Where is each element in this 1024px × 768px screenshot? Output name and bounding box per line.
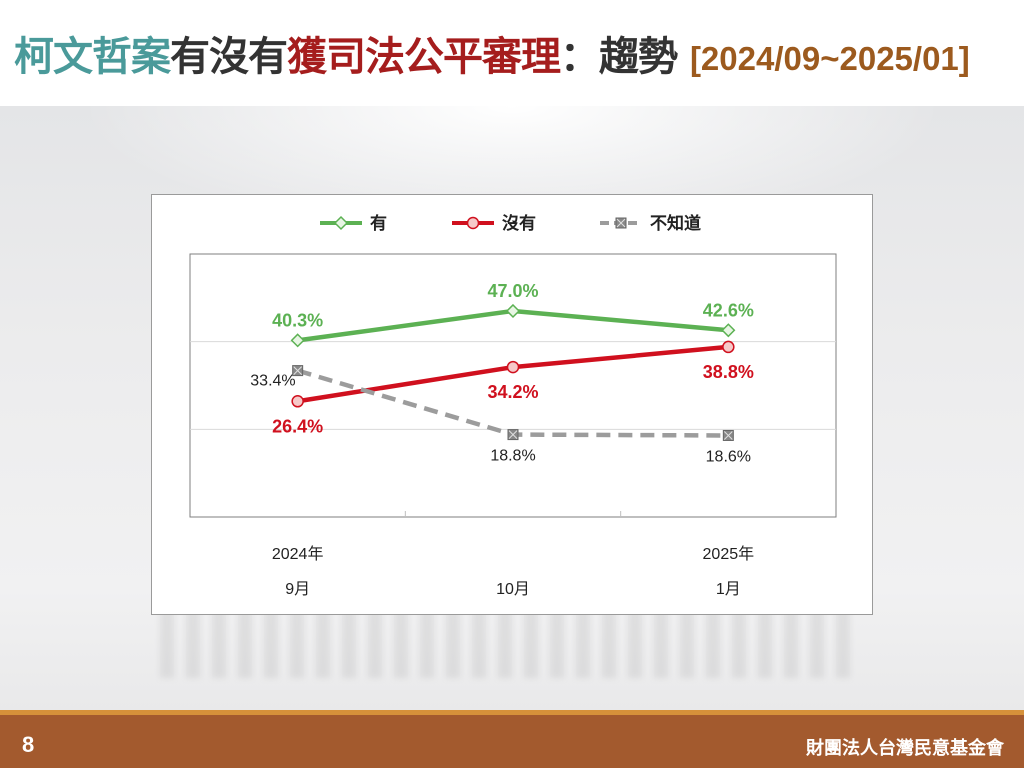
page-number: 8 bbox=[22, 732, 35, 757]
title-trend: ：趨勢 bbox=[560, 34, 678, 80]
data-label-no-2: 38.8% bbox=[703, 362, 754, 382]
x-axis-month-label: 9月 bbox=[285, 581, 310, 598]
data-label-no-0: 26.4% bbox=[272, 416, 323, 436]
title-question: 有沒有 bbox=[170, 34, 288, 80]
legend-label-yes: 有 bbox=[370, 213, 387, 234]
title-topic: 獲司法公平審理 bbox=[287, 34, 561, 80]
legend-marker-yes bbox=[333, 215, 349, 231]
data-point-no-2 bbox=[722, 340, 735, 354]
data-label-yes-2: 42.6% bbox=[703, 300, 754, 320]
data-point-unknown-2-x bbox=[723, 431, 733, 440]
title-bar: 柯文哲案有沒有獲司法公平審理：趨勢 [2024/09~2025/01] bbox=[0, 0, 1024, 106]
x-axis-month-label: 1月 bbox=[716, 581, 741, 598]
data-point-no-0 bbox=[291, 395, 304, 408]
data-label-unknown-0: 33.4% bbox=[250, 373, 295, 390]
legend-marker-unknown-x bbox=[616, 218, 626, 228]
data-point-yes-1 bbox=[505, 303, 521, 319]
plot-area bbox=[189, 253, 837, 518]
slide-title: 柯文哲案有沒有獲司法公平審理：趨勢 [2024/09~2025/01] bbox=[14, 24, 970, 82]
data-point-no-1 bbox=[506, 360, 520, 374]
data-label-yes-0: 40.3% bbox=[272, 310, 323, 330]
x-axis-month-label: 10月 bbox=[496, 581, 530, 598]
chart-svg: 2024年 9月 10月 2025年 1月 有 沒有 不知道 40.3% 47.0% 42.6% 26… bbox=[189, 213, 837, 598]
data-label-yes-1: 47.0% bbox=[487, 281, 538, 301]
organization-name: 財團法人台灣民意基金會 bbox=[806, 738, 1004, 759]
data-label-no-1: 34.2% bbox=[487, 382, 538, 402]
title-date-range: [2024/09~2025/01] bbox=[689, 40, 970, 77]
line-chart: 2024年 9月 10月 2025年 1月 有 沒有 不知道 40.3% 47.0% 42.6% 26… bbox=[151, 194, 873, 615]
data-point-yes-2 bbox=[721, 323, 736, 338]
data-point-unknown-1-x bbox=[508, 430, 518, 439]
title-subject: 柯文哲案 bbox=[14, 34, 171, 80]
footer-bar: 8 財團法人台灣民意基金會 bbox=[0, 710, 1024, 768]
data-point-unknown-0-x bbox=[293, 366, 303, 375]
legend-label-unknown: 不知道 bbox=[650, 213, 701, 234]
legend-marker-no bbox=[466, 216, 480, 230]
data-point-yes-0 bbox=[290, 333, 305, 348]
data-label-unknown-2: 18.6% bbox=[706, 448, 751, 465]
x-axis-year-label: 2024年 bbox=[272, 545, 324, 563]
x-axis-year-label: 2025年 bbox=[703, 545, 755, 563]
data-label-unknown-1: 18.8% bbox=[490, 448, 535, 465]
legend-label-no: 沒有 bbox=[502, 213, 536, 234]
